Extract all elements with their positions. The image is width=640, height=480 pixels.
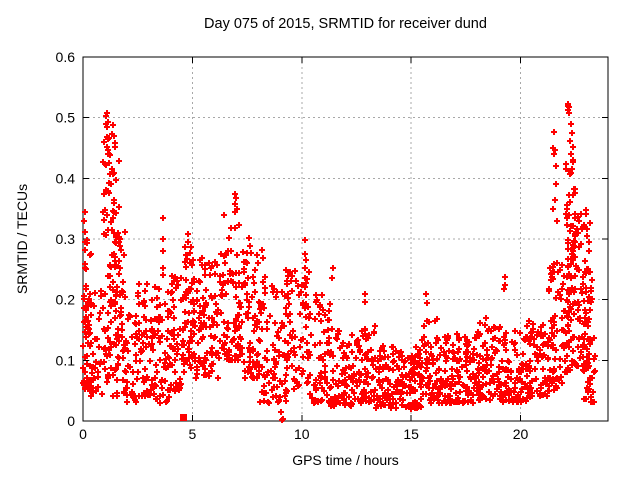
y-tick-label: 0.3 bbox=[56, 231, 76, 247]
y-tick-label: 0.5 bbox=[56, 110, 76, 126]
chart-title: Day 075 of 2015, SRMTID for receiver dun… bbox=[204, 16, 487, 32]
y-tick-label: 0.1 bbox=[56, 352, 76, 368]
x-tick-label: 5 bbox=[188, 426, 196, 442]
x-tick-label: 0 bbox=[79, 426, 87, 442]
y-tick-labels: 0 0.1 0.2 0.3 0.4 0.5 0.6 bbox=[56, 49, 76, 429]
x-tick-label: 10 bbox=[294, 426, 310, 442]
y-tick-label: 0.6 bbox=[56, 49, 76, 65]
x-tick-label: 15 bbox=[403, 426, 419, 442]
square-marker bbox=[180, 414, 187, 421]
y-tick-label: 0 bbox=[67, 413, 75, 429]
x-tick-label: 20 bbox=[513, 426, 529, 442]
grid-lines bbox=[83, 57, 608, 421]
data-points bbox=[80, 101, 598, 423]
x-tick-labels: 0 5 10 15 20 bbox=[79, 426, 528, 442]
y-tick-label: 0.4 bbox=[56, 170, 76, 186]
y-tick-label: 0.2 bbox=[56, 292, 76, 308]
x-axis-label: GPS time / hours bbox=[292, 452, 399, 468]
